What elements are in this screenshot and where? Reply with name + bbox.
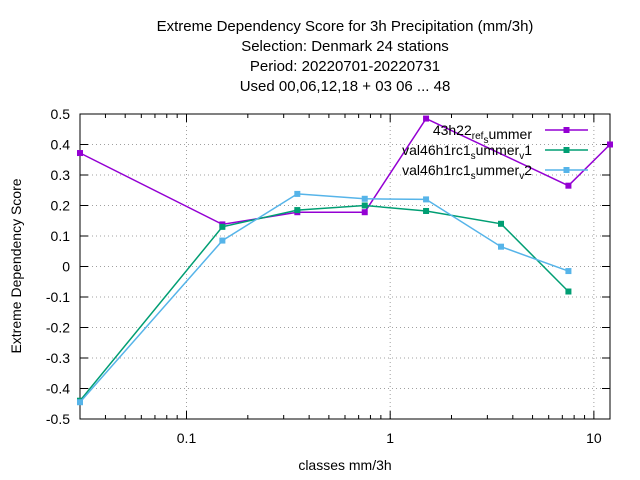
data-point	[498, 243, 505, 250]
x-tick-label: 0.1	[177, 430, 197, 446]
data-point	[607, 141, 613, 148]
data-point	[77, 399, 83, 406]
y-axis-label: Extreme Dependency Score	[8, 178, 24, 353]
data-point	[423, 207, 430, 214]
legend-marker	[563, 167, 570, 173]
y-tick-label: -0.5	[46, 411, 70, 427]
title-line-3: Period: 20220701-20220731	[250, 58, 440, 75]
data-point	[219, 237, 226, 244]
title-line-1: Extreme Dependency Score for 3h Precipit…	[157, 18, 534, 35]
chart-title: Extreme Dependency Score for 3h Precipit…	[157, 18, 534, 95]
data-point	[423, 115, 430, 122]
y-tick-label: 0.3	[51, 167, 71, 183]
legend-entry: 43h22refsummer	[433, 122, 588, 146]
data-point	[498, 220, 505, 227]
legend-entry: val46h1rc1summerv1	[402, 142, 588, 162]
legend-label: val46h1rc1summerv2	[402, 162, 532, 182]
data-point	[219, 223, 226, 230]
title-line-2: Selection: Denmark 24 stations	[241, 38, 449, 55]
data-point	[361, 202, 368, 209]
data-point	[294, 190, 301, 197]
data-point	[565, 182, 572, 189]
y-tick-label: 0.1	[51, 228, 71, 244]
y-tick-label: -0.1	[46, 289, 70, 305]
data-point	[77, 150, 83, 157]
data-point	[423, 196, 430, 203]
series-3	[77, 190, 572, 406]
y-tick-label: 0.4	[51, 137, 71, 153]
x-tick-label: 1	[386, 430, 394, 446]
y-tick-label: -0.3	[46, 350, 70, 366]
title-line-4: Used 00,06,12,18 + 03 06 ... 48	[240, 78, 451, 95]
legend-label: val46h1rc1summerv1	[402, 142, 532, 162]
y-tick-label: -0.2	[46, 320, 70, 336]
x-axis-label: classes mm/3h	[298, 457, 391, 473]
y-tick-label: 0.5	[51, 106, 71, 122]
data-point	[361, 195, 368, 202]
y-tick-label: 0	[62, 259, 70, 275]
series-1	[77, 115, 613, 228]
y-tick-label: -0.4	[46, 381, 70, 397]
grid-lines	[80, 114, 610, 419]
series-2	[77, 202, 572, 404]
x-tick-label: 10	[586, 430, 602, 446]
data-point	[565, 288, 572, 295]
data-point	[361, 209, 368, 216]
data-point	[294, 207, 301, 214]
axis-ticks: -0.5 -0.4 -0.3 -0.2 -0.1 0 0.1 0.2 0.3 0.4 0.5 0.1 1…	[46, 106, 610, 446]
legend-label: 43h22refsummer	[433, 122, 533, 146]
plot-frame	[79, 113, 611, 420]
y-tick-label: 0.2	[51, 198, 71, 214]
series-line	[79, 193, 569, 403]
legend-marker	[563, 147, 570, 153]
legend-marker	[563, 127, 570, 133]
data-point	[565, 268, 572, 275]
series-layer	[77, 115, 613, 406]
series-line	[79, 204, 569, 402]
legend: 43h22refsummerval46h1rc1summerv1val46h1r…	[402, 122, 588, 182]
legend-entry: val46h1rc1summerv2	[402, 162, 588, 182]
